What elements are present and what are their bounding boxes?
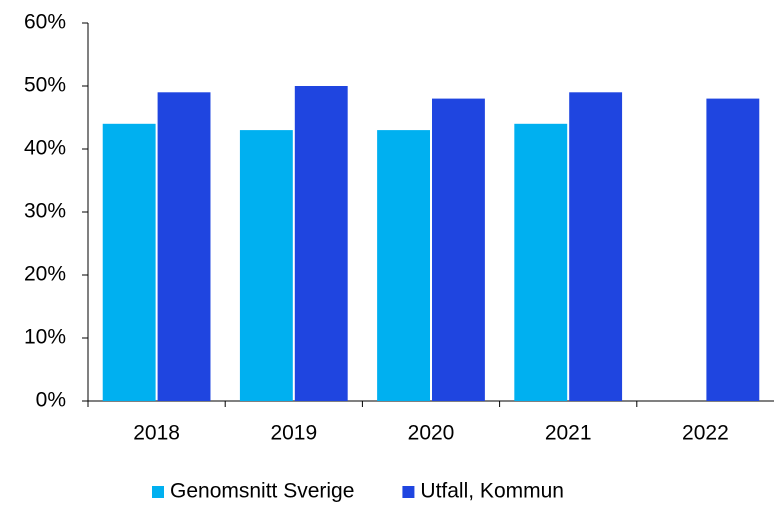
bar — [157, 92, 211, 402]
x-tick-label: 2019 — [270, 422, 317, 445]
x-tick-label: 2018 — [133, 422, 180, 445]
y-tick-label: 50% — [24, 74, 66, 97]
x-tick-label: 2021 — [545, 422, 592, 445]
bar — [569, 92, 623, 402]
bar — [432, 98, 485, 401]
bar — [239, 130, 293, 401]
x-tick-label: 2022 — [682, 422, 729, 445]
y-tick-label: 40% — [24, 137, 66, 160]
bar — [514, 123, 568, 402]
y-tick-label: 30% — [24, 200, 66, 223]
y-tick-label: 10% — [24, 326, 66, 349]
legend-swatch — [152, 486, 164, 498]
legend-swatch — [402, 486, 415, 498]
y-tick-label: 60% — [24, 11, 66, 34]
legend-label: Genomsnitt Sverige — [170, 480, 354, 503]
legend-label: Utfall, Kommun — [420, 480, 564, 503]
bar — [102, 123, 156, 402]
bar — [377, 130, 430, 401]
y-tick-label: 0% — [36, 389, 66, 412]
bar — [294, 86, 348, 401]
bar — [706, 98, 760, 401]
y-tick-label: 20% — [24, 263, 66, 286]
x-tick-label: 2020 — [408, 422, 455, 445]
